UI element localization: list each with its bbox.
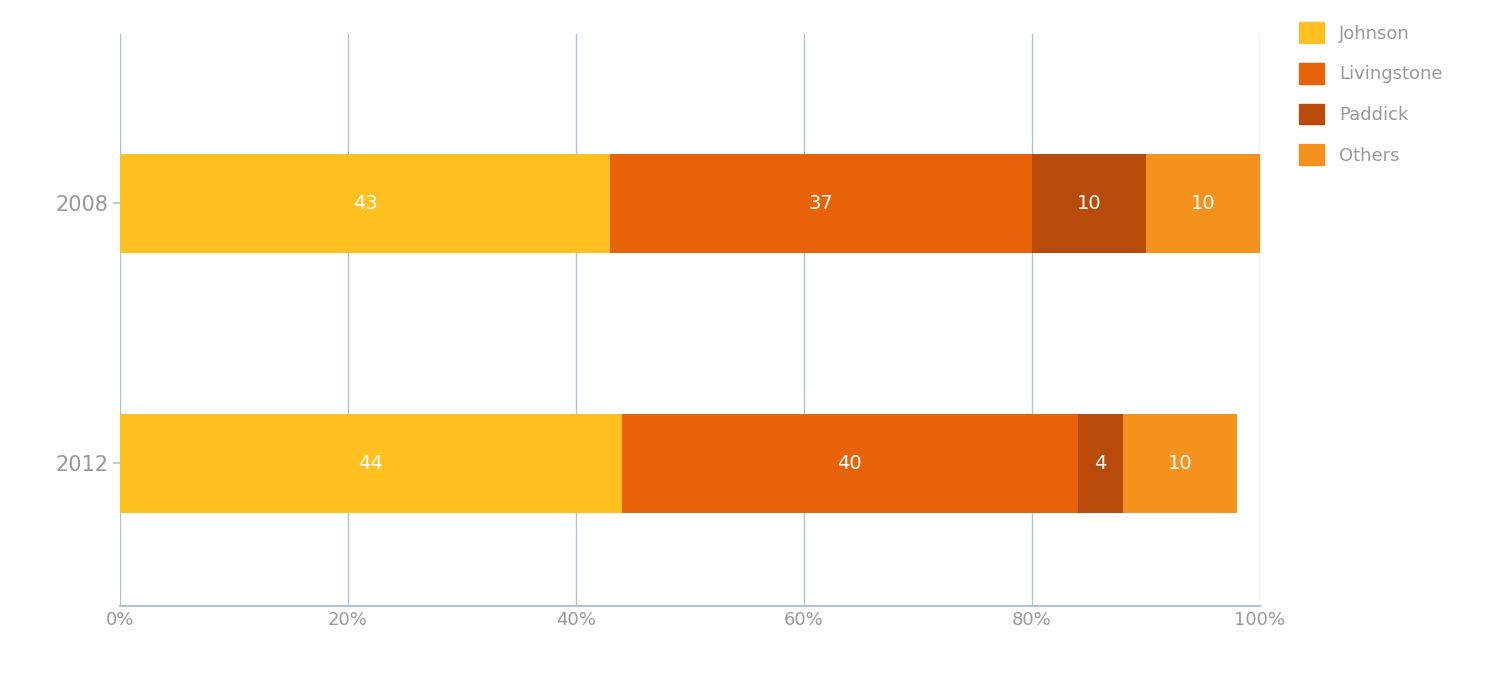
Text: 40: 40 xyxy=(837,454,862,473)
Legend: Johnson, Livingstone, Paddick, Others: Johnson, Livingstone, Paddick, Others xyxy=(1292,15,1449,172)
Bar xyxy=(120,414,621,513)
Text: 4: 4 xyxy=(1094,454,1107,473)
Bar xyxy=(1146,154,1260,253)
Bar xyxy=(1124,414,1238,513)
Bar xyxy=(610,154,1032,253)
Text: 10: 10 xyxy=(1077,194,1101,213)
Bar xyxy=(1032,154,1146,253)
Text: 43: 43 xyxy=(352,194,378,213)
Text: 10: 10 xyxy=(1191,194,1215,213)
Text: 37: 37 xyxy=(808,194,834,213)
Text: 10: 10 xyxy=(1168,454,1192,473)
Bar xyxy=(1077,414,1124,513)
Bar xyxy=(621,414,1077,513)
Bar xyxy=(120,154,610,253)
Text: 44: 44 xyxy=(358,454,382,473)
